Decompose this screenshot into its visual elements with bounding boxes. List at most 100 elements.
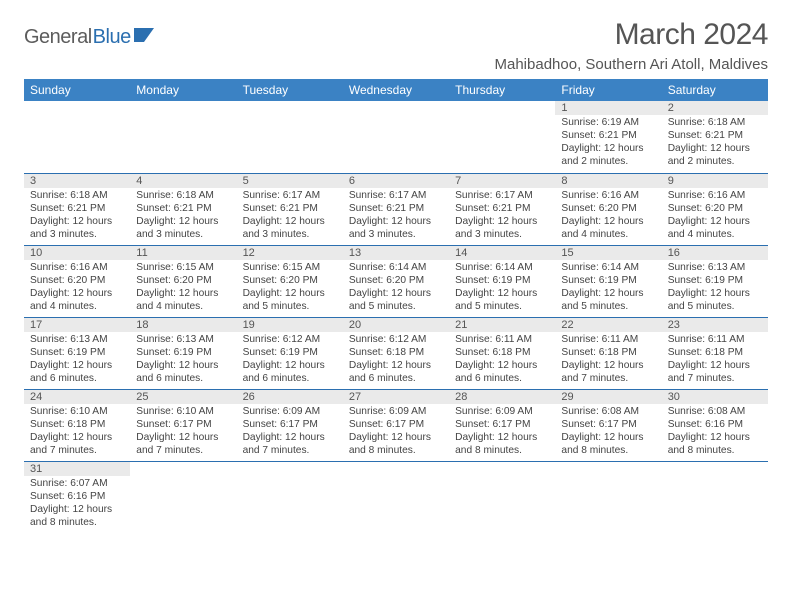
day-details: Sunrise: 6:14 AMSunset: 6:20 PMDaylight:… xyxy=(343,260,449,315)
calendar-cell: 31Sunrise: 6:07 AMSunset: 6:16 PMDayligh… xyxy=(24,461,130,533)
sunrise-text: Sunrise: 6:16 AM xyxy=(30,261,124,274)
calendar-cell: 30Sunrise: 6:08 AMSunset: 6:16 PMDayligh… xyxy=(662,389,768,461)
sunset-text: Sunset: 6:20 PM xyxy=(243,274,337,287)
daylight-text: Daylight: 12 hours and 4 minutes. xyxy=(30,287,124,313)
weekday-thursday: Thursday xyxy=(449,79,555,101)
sunrise-text: Sunrise: 6:13 AM xyxy=(668,261,762,274)
sunset-text: Sunset: 6:18 PM xyxy=(349,346,443,359)
calendar-cell: 16Sunrise: 6:13 AMSunset: 6:19 PMDayligh… xyxy=(662,245,768,317)
sunrise-text: Sunrise: 6:13 AM xyxy=(136,333,230,346)
sunset-text: Sunset: 6:19 PM xyxy=(243,346,337,359)
sunrise-text: Sunrise: 6:15 AM xyxy=(243,261,337,274)
sunset-text: Sunset: 6:17 PM xyxy=(243,418,337,431)
header: General Blue March 2024 Mahibadhoo, Sout… xyxy=(24,18,768,73)
calendar-cell: 4Sunrise: 6:18 AMSunset: 6:21 PMDaylight… xyxy=(130,173,236,245)
sunrise-text: Sunrise: 6:07 AM xyxy=(30,477,124,490)
calendar-cell: 24Sunrise: 6:10 AMSunset: 6:18 PMDayligh… xyxy=(24,389,130,461)
sunset-text: Sunset: 6:16 PM xyxy=(668,418,762,431)
sunset-text: Sunset: 6:19 PM xyxy=(455,274,549,287)
sunset-text: Sunset: 6:17 PM xyxy=(136,418,230,431)
sunrise-text: Sunrise: 6:14 AM xyxy=(455,261,549,274)
sunrise-text: Sunrise: 6:17 AM xyxy=(349,189,443,202)
sunrise-text: Sunrise: 6:11 AM xyxy=(561,333,655,346)
daylight-text: Daylight: 12 hours and 4 minutes. xyxy=(668,215,762,241)
logo: General Blue xyxy=(24,26,156,49)
daylight-text: Daylight: 12 hours and 6 minutes. xyxy=(243,359,337,385)
weekday-header-row: Sunday Monday Tuesday Wednesday Thursday… xyxy=(24,79,768,101)
sunrise-text: Sunrise: 6:08 AM xyxy=(668,405,762,418)
sunset-text: Sunset: 6:21 PM xyxy=(561,129,655,142)
calendar-cell: 22Sunrise: 6:11 AMSunset: 6:18 PMDayligh… xyxy=(555,317,661,389)
day-details: Sunrise: 6:11 AMSunset: 6:18 PMDaylight:… xyxy=(662,332,768,387)
sunset-text: Sunset: 6:18 PM xyxy=(455,346,549,359)
sunset-text: Sunset: 6:16 PM xyxy=(30,490,124,503)
logo-text-blue: Blue xyxy=(93,26,131,49)
day-number: 10 xyxy=(24,246,130,260)
daylight-text: Daylight: 12 hours and 8 minutes. xyxy=(561,431,655,457)
calendar-cell: 18Sunrise: 6:13 AMSunset: 6:19 PMDayligh… xyxy=(130,317,236,389)
calendar-cell: 8Sunrise: 6:16 AMSunset: 6:20 PMDaylight… xyxy=(555,173,661,245)
day-details: Sunrise: 6:18 AMSunset: 6:21 PMDaylight:… xyxy=(24,188,130,243)
day-details: Sunrise: 6:19 AMSunset: 6:21 PMDaylight:… xyxy=(555,115,661,170)
sunrise-text: Sunrise: 6:13 AM xyxy=(30,333,124,346)
calendar-cell: 13Sunrise: 6:14 AMSunset: 6:20 PMDayligh… xyxy=(343,245,449,317)
calendar-cell: 6Sunrise: 6:17 AMSunset: 6:21 PMDaylight… xyxy=(343,173,449,245)
title-block: March 2024 Mahibadhoo, Southern Ari Atol… xyxy=(495,18,769,73)
daylight-text: Daylight: 12 hours and 3 minutes. xyxy=(243,215,337,241)
daylight-text: Daylight: 12 hours and 3 minutes. xyxy=(30,215,124,241)
calendar-cell: 11Sunrise: 6:15 AMSunset: 6:20 PMDayligh… xyxy=(130,245,236,317)
day-details: Sunrise: 6:18 AMSunset: 6:21 PMDaylight:… xyxy=(662,115,768,170)
calendar-week-row: 17Sunrise: 6:13 AMSunset: 6:19 PMDayligh… xyxy=(24,317,768,389)
day-number: 23 xyxy=(662,318,768,332)
day-number: 6 xyxy=(343,174,449,188)
calendar-cell: 25Sunrise: 6:10 AMSunset: 6:17 PMDayligh… xyxy=(130,389,236,461)
sunrise-text: Sunrise: 6:10 AM xyxy=(30,405,124,418)
daylight-text: Daylight: 12 hours and 6 minutes. xyxy=(136,359,230,385)
calendar-cell: 14Sunrise: 6:14 AMSunset: 6:19 PMDayligh… xyxy=(449,245,555,317)
calendar-cell xyxy=(662,461,768,533)
day-number: 9 xyxy=(662,174,768,188)
sunset-text: Sunset: 6:21 PM xyxy=(455,202,549,215)
daylight-text: Daylight: 12 hours and 7 minutes. xyxy=(136,431,230,457)
day-number: 31 xyxy=(24,462,130,476)
daylight-text: Daylight: 12 hours and 6 minutes. xyxy=(349,359,443,385)
calendar-cell: 7Sunrise: 6:17 AMSunset: 6:21 PMDaylight… xyxy=(449,173,555,245)
sunrise-text: Sunrise: 6:09 AM xyxy=(243,405,337,418)
calendar-cell: 26Sunrise: 6:09 AMSunset: 6:17 PMDayligh… xyxy=(237,389,343,461)
daylight-text: Daylight: 12 hours and 7 minutes. xyxy=(561,359,655,385)
daylight-text: Daylight: 12 hours and 7 minutes. xyxy=(30,431,124,457)
day-details: Sunrise: 6:17 AMSunset: 6:21 PMDaylight:… xyxy=(237,188,343,243)
weekday-sunday: Sunday xyxy=(24,79,130,101)
day-number: 13 xyxy=(343,246,449,260)
calendar-week-row: 1Sunrise: 6:19 AMSunset: 6:21 PMDaylight… xyxy=(24,101,768,173)
weekday-tuesday: Tuesday xyxy=(237,79,343,101)
sunrise-text: Sunrise: 6:11 AM xyxy=(455,333,549,346)
day-details: Sunrise: 6:17 AMSunset: 6:21 PMDaylight:… xyxy=(343,188,449,243)
day-details: Sunrise: 6:10 AMSunset: 6:18 PMDaylight:… xyxy=(24,404,130,459)
day-details: Sunrise: 6:13 AMSunset: 6:19 PMDaylight:… xyxy=(130,332,236,387)
daylight-text: Daylight: 12 hours and 4 minutes. xyxy=(136,287,230,313)
calendar-cell: 10Sunrise: 6:16 AMSunset: 6:20 PMDayligh… xyxy=(24,245,130,317)
daylight-text: Daylight: 12 hours and 8 minutes. xyxy=(668,431,762,457)
day-number: 16 xyxy=(662,246,768,260)
day-details: Sunrise: 6:14 AMSunset: 6:19 PMDaylight:… xyxy=(449,260,555,315)
daylight-text: Daylight: 12 hours and 3 minutes. xyxy=(349,215,443,241)
day-details: Sunrise: 6:07 AMSunset: 6:16 PMDaylight:… xyxy=(24,476,130,531)
day-details: Sunrise: 6:17 AMSunset: 6:21 PMDaylight:… xyxy=(449,188,555,243)
calendar-table: Sunday Monday Tuesday Wednesday Thursday… xyxy=(24,79,768,533)
daylight-text: Daylight: 12 hours and 3 minutes. xyxy=(455,215,549,241)
calendar-cell: 9Sunrise: 6:16 AMSunset: 6:20 PMDaylight… xyxy=(662,173,768,245)
daylight-text: Daylight: 12 hours and 3 minutes. xyxy=(136,215,230,241)
day-number: 29 xyxy=(555,390,661,404)
sunset-text: Sunset: 6:19 PM xyxy=(136,346,230,359)
calendar-cell: 2Sunrise: 6:18 AMSunset: 6:21 PMDaylight… xyxy=(662,101,768,173)
calendar-cell: 20Sunrise: 6:12 AMSunset: 6:18 PMDayligh… xyxy=(343,317,449,389)
sunset-text: Sunset: 6:19 PM xyxy=(668,274,762,287)
day-details: Sunrise: 6:12 AMSunset: 6:18 PMDaylight:… xyxy=(343,332,449,387)
weekday-saturday: Saturday xyxy=(662,79,768,101)
sunset-text: Sunset: 6:17 PM xyxy=(349,418,443,431)
day-number: 14 xyxy=(449,246,555,260)
sunrise-text: Sunrise: 6:09 AM xyxy=(455,405,549,418)
calendar-cell xyxy=(130,101,236,173)
day-details: Sunrise: 6:08 AMSunset: 6:16 PMDaylight:… xyxy=(662,404,768,459)
